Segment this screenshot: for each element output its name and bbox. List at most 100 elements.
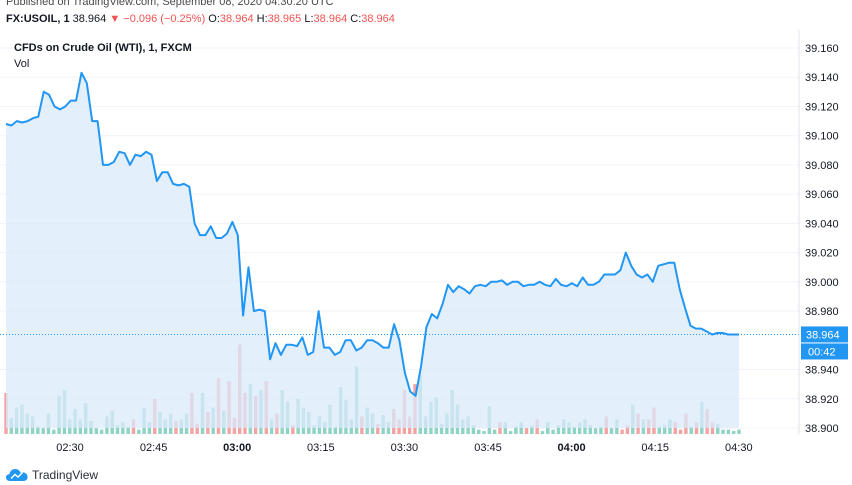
y-tick-label: 38.940 — [805, 365, 839, 377]
y-tick-label: 39.040 — [805, 218, 839, 230]
volume-bar — [556, 425, 561, 434]
x-tick-label: 02:30 — [56, 442, 84, 454]
volume-bar — [115, 425, 120, 434]
time-axis[interactable]: 02:30 02:45 03:00 03:15 03:30 03:45 04:00 04:15… — [56, 442, 752, 454]
x-tick-label: 03:45 — [474, 442, 502, 454]
tradingview-logo[interactable]: TradingView — [6, 467, 98, 483]
y-tick-label: 39.120 — [805, 101, 839, 113]
last-price-tag-box — [801, 326, 848, 343]
volume-bar — [599, 426, 603, 434]
volume-bar — [333, 426, 338, 434]
close-label: C: — [350, 13, 362, 25]
open-value: 38.964 — [219, 13, 254, 25]
volume-bar — [195, 423, 199, 434]
volume-bar — [673, 422, 677, 434]
high-value: 38.965 — [267, 13, 302, 25]
volume-bar — [721, 429, 725, 434]
volume-bar — [572, 426, 577, 434]
logo-text: TradingView — [32, 468, 99, 482]
volume-bar — [678, 429, 683, 434]
volume-bar — [137, 429, 141, 434]
volume-bar — [376, 423, 380, 434]
published-caption: Published on TradingView.com, September … — [6, 0, 334, 8]
volume-bar — [147, 422, 152, 434]
volume-bar — [291, 425, 295, 434]
x-tick-label: 03:30 — [391, 442, 419, 454]
last-price-tag: 38.964 00:42 — [801, 326, 848, 360]
countdown-tag-box — [801, 343, 848, 360]
volume-bar — [546, 422, 550, 434]
volume-bar — [94, 428, 99, 434]
volume-bar — [41, 428, 45, 434]
price-axis[interactable]: 39.160 39.140 39.120 39.100 39.080 39.060 39.0… — [805, 43, 839, 435]
chart-legend-title[interactable]: CFDs on Crude Oil (WTI), 1, FXCM — [14, 42, 192, 54]
y-tick-label: 38.920 — [805, 394, 839, 406]
y-tick-label: 39.100 — [805, 131, 839, 143]
high-label: H: — [256, 13, 268, 25]
price-change: ▼ −0.096 (−0.25%) — [109, 13, 206, 25]
volume-bar — [731, 431, 736, 434]
volume-bar — [498, 422, 502, 434]
volume-bar — [492, 429, 497, 434]
symbol-label[interactable]: FX:USOIL, 1 — [6, 13, 70, 25]
volume-bar — [121, 422, 125, 434]
price-line — [5, 71, 739, 397]
y-tick-label: 39.000 — [805, 277, 839, 289]
low-value: 38.964 — [313, 13, 348, 25]
x-tick-label: 04:00 — [558, 442, 586, 454]
volume-bar — [694, 422, 699, 434]
volume-bar — [52, 429, 56, 434]
volume-bar — [503, 422, 508, 434]
volume-bar — [477, 429, 481, 434]
volume-bar — [609, 428, 614, 434]
x-tick-label: 04:30 — [725, 442, 753, 454]
volume-bar — [662, 425, 667, 434]
y-tick-label: 38.900 — [805, 423, 839, 435]
volume-bar — [514, 426, 518, 434]
y-tick-label: 39.140 — [805, 72, 839, 84]
volume-bar — [126, 426, 130, 434]
x-tick-label: 03:15 — [307, 442, 335, 454]
y-tick-label: 39.080 — [805, 160, 839, 172]
quote-line: FX:USOIL, 1 38.964 ▼ −0.096 (−0.25%) O:3… — [6, 13, 395, 25]
volume-bar — [524, 428, 529, 434]
y-tick-label: 38.980 — [805, 306, 839, 318]
volume-bar — [439, 423, 444, 434]
volume-bar — [737, 429, 741, 434]
y-tick-label: 39.020 — [805, 248, 839, 260]
volume-bar — [577, 422, 582, 434]
volume-bar — [386, 422, 391, 434]
volume-bar — [593, 428, 598, 434]
volume-bar — [36, 426, 40, 434]
y-tick-label: 39.060 — [805, 189, 839, 201]
volume-bar — [625, 425, 630, 434]
x-tick-label: 02:45 — [140, 442, 168, 454]
volume-bar — [716, 423, 720, 434]
countdown-tag-value: 00:42 — [808, 346, 836, 358]
volume-bar — [657, 426, 662, 434]
volume-bar — [689, 426, 693, 434]
volume-bar — [530, 425, 534, 434]
low-label: L: — [304, 13, 314, 25]
volume-bar — [322, 422, 327, 434]
volume-legend[interactable]: Vol — [14, 58, 30, 70]
volume-bar — [567, 422, 571, 434]
x-tick-label: 04:15 — [641, 442, 669, 454]
volume-bar — [551, 429, 555, 434]
price-area-fill — [6, 72, 739, 429]
cloud-logo-icon — [6, 469, 28, 481]
volume-bar — [99, 429, 104, 434]
volume-bar — [508, 431, 513, 434]
volume-bar — [471, 425, 476, 434]
last-price-tag-value: 38.964 — [806, 329, 840, 341]
volume-bar — [482, 431, 486, 434]
y-tick-label: 39.160 — [805, 43, 839, 55]
volume-bar — [588, 425, 592, 434]
volume-bar — [620, 429, 624, 434]
open-label: O: — [208, 13, 220, 25]
close-value: 38.964 — [361, 13, 395, 25]
last-price: 38.964 — [72, 13, 107, 25]
x-tick-label: 03:00 — [223, 442, 251, 454]
volume-bar — [710, 422, 715, 434]
price-chart[interactable]: 39.160 39.140 39.120 39.100 39.080 39.060 39.0… — [0, 30, 852, 464]
